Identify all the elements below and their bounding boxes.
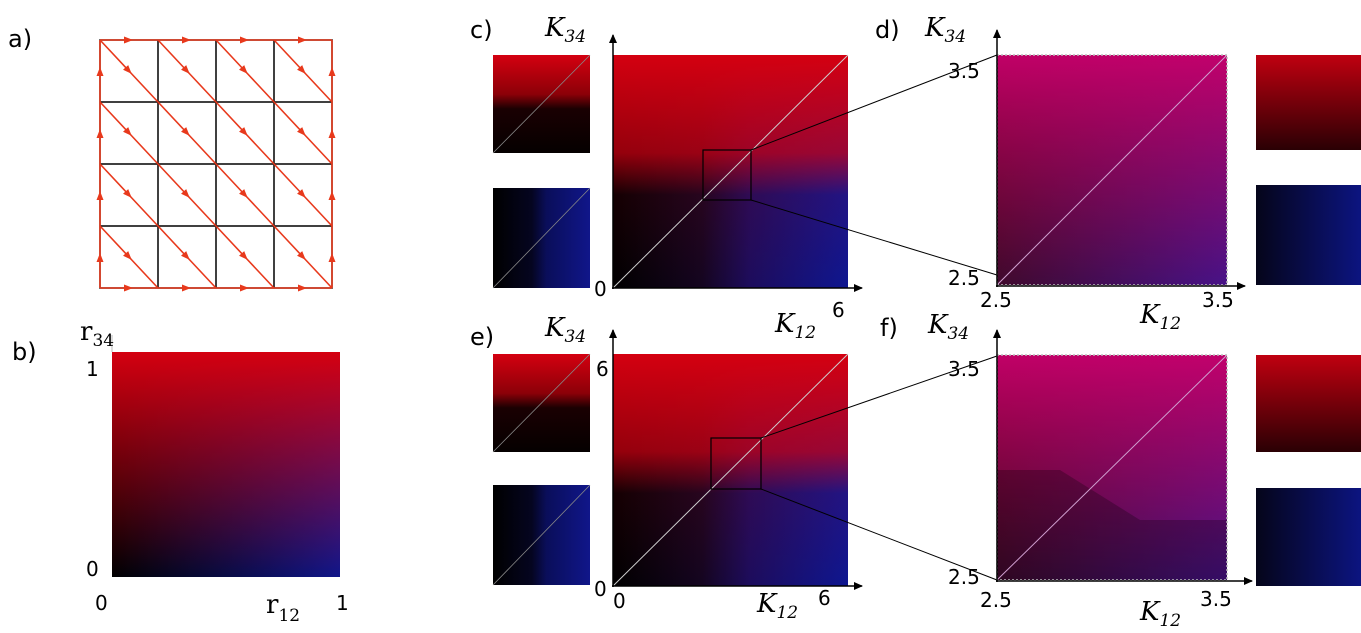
y-tick-min: 0 xyxy=(594,277,607,301)
inset-diagonal xyxy=(492,484,591,586)
panel-f-label: f) xyxy=(880,314,898,342)
inset-red-map xyxy=(1256,55,1361,150)
lattice-diagonal-edge xyxy=(157,225,217,289)
lattice-diagonal-edge xyxy=(273,225,333,289)
y-tick-min: 0 xyxy=(594,577,607,601)
y-tick-max: 3.5 xyxy=(948,357,980,381)
panel-d: d) K34 3.5 2.5 2.5 K12 3.5 xyxy=(875,13,1361,334)
diagonal-line xyxy=(996,354,1228,581)
x-tick-min: 0 xyxy=(95,591,108,615)
inset-blue-map xyxy=(1256,185,1361,285)
x-axis-label: K12 xyxy=(1139,300,1181,334)
colormap-red-layer xyxy=(112,352,340,577)
diagonal-line xyxy=(612,353,849,587)
y-axis-label: K34 xyxy=(924,13,966,47)
lattice-diagonal-edge xyxy=(99,39,159,103)
lattice-diagonal-edge xyxy=(215,39,275,103)
x-tick-max: 1 xyxy=(336,591,349,615)
x-axis-label: K12 xyxy=(774,309,816,343)
panel-a-label: a) xyxy=(8,25,32,53)
x-tick-max: 3.5 xyxy=(1200,587,1232,611)
lattice-diagonal-edge xyxy=(273,163,333,227)
panel-b: b) r34 1 0 0 1 r12 xyxy=(12,317,349,626)
zoom-box xyxy=(710,437,762,490)
lattice-diagonal-edge xyxy=(157,101,217,165)
inset-red-map xyxy=(1256,355,1361,452)
panel-c: c) K34 0 K12 6 xyxy=(470,13,863,343)
x-tick-max: 6 xyxy=(818,586,831,610)
y-tick-min: 2.5 xyxy=(948,266,980,290)
x-axis-label: K12 xyxy=(1139,597,1181,631)
zoom-connector-top xyxy=(760,355,998,439)
x-axis-label: K12 xyxy=(756,589,798,623)
lattice-diagonal-edge xyxy=(99,163,159,227)
zoom-box xyxy=(702,149,752,201)
y-axis-label: K34 xyxy=(544,13,586,47)
diagonal-line xyxy=(612,54,849,289)
y-tick-max: 6 xyxy=(596,357,609,381)
x-tick-min: 0 xyxy=(613,589,626,613)
zoom-connector-bottom xyxy=(760,488,998,581)
x-tick-min: 2.5 xyxy=(980,288,1012,312)
lattice-diagonal-edge xyxy=(273,101,333,165)
panel-a: a) xyxy=(8,25,336,292)
x-axis-label: r12 xyxy=(266,590,300,626)
y-axis-label: K34 xyxy=(544,313,586,347)
lattice-edges xyxy=(96,36,336,292)
inset-diagonal xyxy=(492,54,591,154)
zoom-map-dark-region xyxy=(997,470,1227,580)
inset-blue-map xyxy=(1256,488,1361,586)
y-axis-label: K34 xyxy=(927,310,969,344)
y-tick-max: 1 xyxy=(86,357,99,381)
y-tick-min: 0 xyxy=(86,557,99,581)
lattice-diagonal-edge xyxy=(215,225,275,289)
zoom-connector-bottom xyxy=(750,199,998,276)
panel-f: f) K34 3.5 2.5 2.5 K12 3.5 xyxy=(880,310,1361,631)
y-axis-label: r34 xyxy=(80,317,114,351)
inset-diagonal xyxy=(492,187,591,289)
diagonal-line xyxy=(996,54,1228,286)
panel-e: e) K34 6 0 0 K12 6 xyxy=(470,313,863,623)
panel-d-label: d) xyxy=(875,16,900,44)
lattice-diagonal-edge xyxy=(215,101,275,165)
y-tick-min: 2.5 xyxy=(948,565,980,589)
inset-diagonal xyxy=(492,353,591,453)
lattice-diagonal-edge xyxy=(157,39,217,103)
lattice-diagonal-edge xyxy=(273,39,333,103)
panel-c-label: c) xyxy=(470,16,493,44)
panel-b-label: b) xyxy=(12,338,37,366)
y-tick-max: 3.5 xyxy=(948,59,980,83)
lattice-diagonal-edge xyxy=(157,163,217,227)
panel-e-label: e) xyxy=(470,323,494,351)
x-tick-max: 6 xyxy=(832,298,845,322)
lattice-diagonal-edge xyxy=(99,225,159,289)
zoom-connector-top xyxy=(750,54,998,151)
lattice-diagonal-edge xyxy=(99,101,159,165)
lattice-diagonal-edge xyxy=(215,163,275,227)
x-tick-max: 3.5 xyxy=(1202,288,1234,312)
x-tick-min: 2.5 xyxy=(980,588,1012,612)
